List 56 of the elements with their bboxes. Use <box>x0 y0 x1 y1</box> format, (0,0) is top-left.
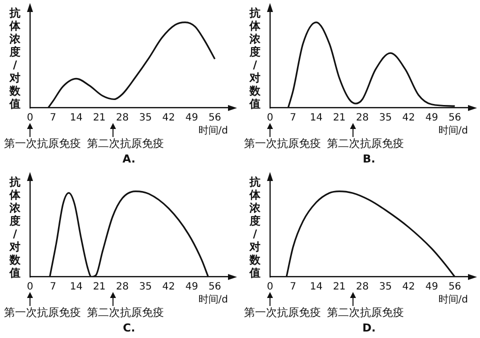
text: D. <box>362 321 376 334</box>
x-tick-label: 49 <box>185 112 198 124</box>
x-tick-label: 14 <box>310 281 323 292</box>
x-tick-label: 42 <box>402 112 415 124</box>
x-tick-label: 56 <box>208 112 222 124</box>
x-tick-label: 21 <box>332 112 346 124</box>
x-tick-label: 35 <box>379 112 392 124</box>
text: 第一次抗原免疫 <box>4 306 81 320</box>
x-tick-label: 21 <box>332 281 346 292</box>
x-tick-label: 7 <box>290 112 296 124</box>
x-axis-title: 时间/d <box>438 124 468 136</box>
x-tick-label: 56 <box>448 112 462 124</box>
x-tick-label: 14 <box>310 112 323 124</box>
text: B. <box>362 152 376 166</box>
text: C. <box>122 321 136 334</box>
x-tick-label: 42 <box>162 281 175 292</box>
x-tick-label: 28 <box>356 112 369 124</box>
x-tick-label: 14 <box>70 281 83 292</box>
x-tick-label: 49 <box>185 281 198 292</box>
x-axis-title: 时间/d <box>198 124 228 136</box>
x-tick-label: 0 <box>266 281 274 292</box>
y-axis-title: 抗体浓度/对数值 <box>248 6 262 110</box>
x-tick-label: 21 <box>92 112 106 124</box>
text: 第二次抗原免疫 <box>87 137 164 150</box>
x-axis-title: 时间/d <box>438 293 468 306</box>
text: 第一次抗原免疫 <box>4 137 81 150</box>
x-tick-label: 14 <box>70 112 83 124</box>
y-axis-title: 抗体浓度/对数值 <box>248 175 262 280</box>
text: 第一次抗原免疫 <box>244 137 321 150</box>
x-tick-label: 7 <box>50 281 56 292</box>
text: 第一次抗原免疫 <box>244 306 321 320</box>
x-tick-label: 0 <box>266 112 274 124</box>
x-tick-label: 28 <box>356 281 369 292</box>
x-axis-title: 时间/d <box>198 293 228 306</box>
x-tick-label: 7 <box>50 112 56 124</box>
y-axis-title: 抗体浓度/对数值 <box>8 6 22 110</box>
text: A. <box>122 152 136 166</box>
x-tick-label: 0 <box>26 112 34 124</box>
text: 第二次抗原免疫 <box>87 306 164 320</box>
x-tick-label: 49 <box>425 281 438 292</box>
x-tick-label: 35 <box>139 112 152 124</box>
x-tick-label: 42 <box>402 281 415 292</box>
x-tick-label: 35 <box>379 281 392 292</box>
x-tick-label: 42 <box>162 112 175 124</box>
x-tick-label: 49 <box>425 112 438 124</box>
x-tick-label: 56 <box>208 281 222 292</box>
x-tick-label: 28 <box>116 112 129 124</box>
x-tick-label: 56 <box>448 281 462 292</box>
x-tick-label: 35 <box>139 281 152 292</box>
x-tick-label: 7 <box>290 281 296 292</box>
x-tick-label: 21 <box>92 281 106 292</box>
text: 第二次抗原免疫 <box>327 137 404 150</box>
text: 第二次抗原免疫 <box>327 306 404 320</box>
x-tick-label: 28 <box>116 281 129 292</box>
x-tick-label: 0 <box>26 281 34 292</box>
y-axis-title: 抗体浓度/对数值 <box>8 175 22 280</box>
